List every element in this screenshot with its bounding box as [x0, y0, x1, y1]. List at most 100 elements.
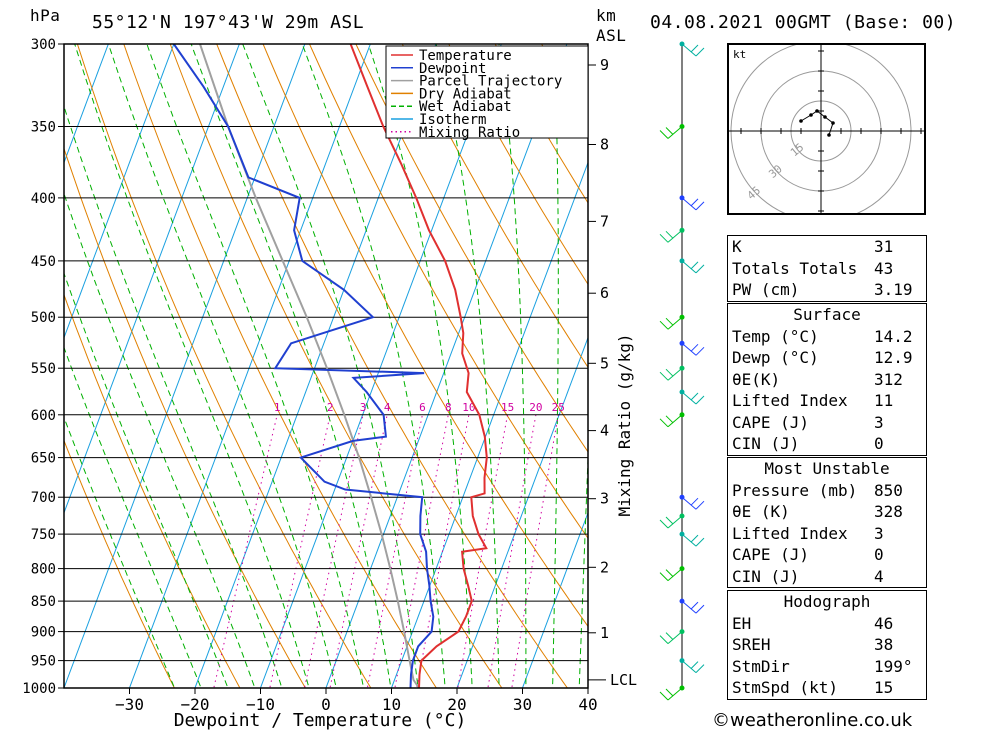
row-label: Totals Totals [732, 258, 858, 278]
isotherm-line [456, 336, 588, 688]
mixing-ratio-line [511, 414, 559, 688]
legend-label: Parcel Trajectory [419, 74, 562, 90]
row-label: Pressure (mb) [732, 480, 858, 500]
table-row: Lifted Index 3 [728, 523, 926, 545]
temperature-tick-label: −10 [246, 695, 275, 714]
hodograph-point [799, 119, 803, 123]
wind-barb [659, 568, 683, 581]
row-label: CAPE (J) [732, 412, 810, 432]
temperature-tick-label: −30 [115, 695, 144, 714]
row-label: θE (K) [732, 502, 790, 522]
wet-adiabat-line [435, 44, 500, 688]
mixing-ratio-label: 1 [274, 401, 281, 414]
row-label: θE(K) [732, 369, 781, 389]
table-row: θE(K) 312 [728, 369, 926, 391]
wind-barb [681, 43, 705, 57]
pressure-unit-label: hPa [30, 6, 61, 25]
row-value: 31 [874, 237, 894, 257]
table-row: CAPE (J) 3 [728, 412, 926, 434]
wet-adiabat-line [578, 445, 588, 688]
mixing-ratio-line [487, 414, 537, 688]
wet-adiabat-line [64, 104, 283, 688]
mixing-ratio-label: 20 [529, 401, 542, 414]
table-row: PW (cm) 3.19 [728, 279, 926, 301]
table-row: CAPE (J) 0 [728, 544, 926, 566]
height-tick-label: 9 [600, 56, 609, 74]
mixing-ratio-label: 10 [462, 401, 475, 414]
row-label: Lifted Index [732, 523, 848, 543]
pressure-tick-label: 600 [31, 408, 56, 424]
table-row: Dewp (°C) 12.9 [728, 347, 926, 369]
mixing-ratio-label: 15 [501, 401, 514, 414]
height-tick-label: 4 [600, 422, 609, 440]
row-label: SREH [732, 635, 771, 655]
table-row: StmDir 199° [728, 656, 926, 678]
wind-barb [681, 660, 705, 673]
row-label: StmSpd (kt) [732, 678, 838, 698]
wind-barb [659, 316, 683, 330]
wet-adiabat-line [498, 44, 527, 688]
mixing-ratio-axis-label: Mixing Ratio (g/kg) [615, 333, 634, 516]
table-row: K 31 [728, 236, 926, 258]
mixing-ratio-line [269, 414, 331, 688]
table-row: StmSpd (kt) 15 [728, 677, 926, 699]
mixing-ratio-line [213, 414, 278, 688]
isotherm-line [64, 44, 175, 340]
wind-barb [659, 367, 683, 381]
legend-label: Dewpoint [419, 61, 486, 77]
dry-adiabat-line [355, 44, 588, 453]
skewt-chart: 1 2 3 4 6 8 10 15 20 25 3003504004505005506006507… [22, 37, 637, 731]
wind-barb [681, 496, 705, 510]
row-label: CIN (J) [732, 566, 800, 586]
pressure-tick-label: 500 [31, 310, 56, 326]
hodograph-point [809, 113, 813, 117]
pressure-tick-label: 700 [31, 490, 56, 506]
surface-table: Surface Temp (°C) 14.2 Dewp (°C) 12.9 θE(K) 3… [727, 303, 927, 456]
mixing-ratio-line [329, 414, 388, 688]
row-value: 11 [874, 391, 894, 411]
row-value: 0 [874, 434, 884, 454]
wet-adiabat-line [64, 346, 202, 688]
table-row: Lifted Index 11 [728, 390, 926, 412]
row-value: 328 [874, 502, 903, 522]
row-label: Dewp (°C) [732, 348, 819, 368]
indices-table: K 31 Totals Totals 43 PW (cm) 3.19 [727, 235, 927, 302]
temperature-tick-label: 20 [447, 695, 466, 714]
dry-adiabat-line [448, 44, 588, 286]
wind-barb [681, 197, 705, 211]
isotherm-line [64, 44, 240, 515]
row-value: 0 [874, 545, 884, 565]
table-row: CIN (J) 4 [728, 566, 926, 588]
row-label: EH [732, 613, 752, 633]
temperature-tick-label: 30 [513, 695, 532, 714]
wet-adiabat-line [74, 44, 310, 688]
credit-text: ©weatheronline.co.uk [712, 710, 913, 731]
temperature-tick-label: 0 [321, 695, 331, 714]
pressure-tick-label: 650 [31, 451, 56, 467]
temperature-tick-label: 10 [382, 695, 401, 714]
dry-adiabat-line [494, 44, 588, 204]
dry-adiabat-line [401, 44, 588, 369]
row-value: 38 [874, 635, 894, 655]
most-unstable-title: Most Unstable [764, 459, 890, 478]
mixing-ratio-line [303, 414, 364, 688]
row-label: K [732, 237, 742, 257]
height-tick-label: 7 [600, 212, 609, 230]
isotherm-line [128, 44, 371, 688]
wind-barb [659, 631, 683, 644]
row-value: 3 [874, 523, 884, 543]
table-row: Totals Totals 43 [728, 258, 926, 280]
pressure-tick-label: 850 [31, 594, 56, 610]
wind-barb [659, 229, 683, 243]
hodograph: kt 15 30 45 [640, 10, 982, 312]
parcel-trajectory-series-line [199, 44, 420, 688]
table-row: SREH 38 [728, 634, 926, 656]
mixing-ratio-label: 6 [419, 401, 426, 414]
height-tick-label: 3 [600, 490, 609, 508]
pressure-tick-label: 450 [31, 254, 56, 270]
hodograph-ring-label: 15 [788, 141, 807, 159]
hodograph-trace [800, 110, 834, 136]
row-label: CIN (J) [732, 434, 800, 454]
most-unstable-table: Most Unstable Pressure (mb) 850 θE (K) 328 L… [727, 457, 927, 588]
